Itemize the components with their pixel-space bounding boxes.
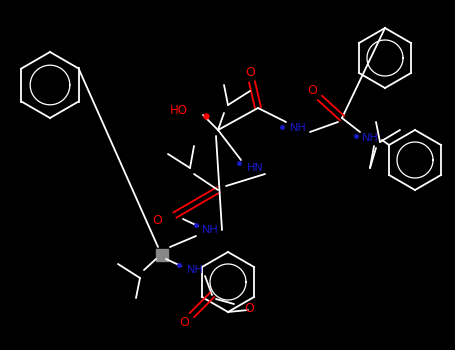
Text: O: O <box>245 65 255 78</box>
Text: O: O <box>152 214 162 226</box>
Text: O: O <box>244 301 254 315</box>
Text: NH: NH <box>187 265 203 275</box>
Polygon shape <box>156 249 168 261</box>
Text: NH: NH <box>202 225 218 235</box>
Text: O: O <box>179 316 189 329</box>
Text: NH: NH <box>290 123 306 133</box>
Text: NH: NH <box>362 133 379 143</box>
Text: HN: HN <box>247 163 263 173</box>
Text: HO: HO <box>170 104 188 117</box>
Text: O: O <box>307 84 317 97</box>
